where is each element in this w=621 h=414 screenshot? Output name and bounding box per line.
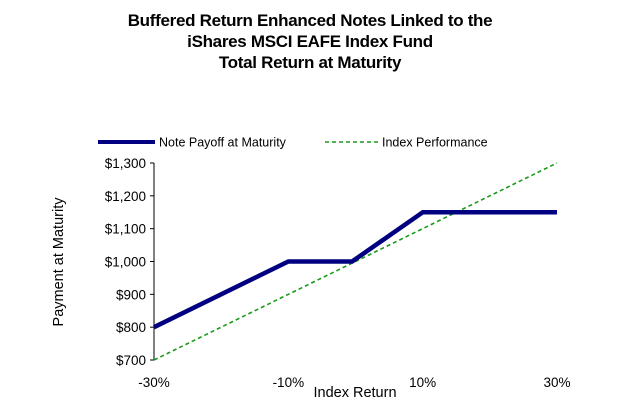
y-axis-label: Payment at Maturity	[51, 197, 67, 327]
chart-title-line-1: Buffered Return Enhanced Notes Linked to…	[127, 11, 493, 30]
y-tick-label: $900	[116, 287, 146, 302]
chart-title-line-2: iShares MSCI EAFE Index Fund	[187, 32, 433, 51]
series-line-note-payoff	[153, 210, 557, 330]
x-tick-label: 30%	[543, 375, 570, 390]
x-tick-label: -30%	[138, 375, 170, 390]
y-tick-label: $1,100	[105, 222, 146, 237]
y-tick-label: $800	[116, 320, 146, 335]
chart-title-line-3: Total Return at Maturity	[218, 53, 402, 72]
y-tick-label: $1,000	[105, 255, 146, 270]
series-group	[153, 162, 558, 361]
x-axis-label: Index Return	[313, 385, 396, 401]
legend: Note Payoff at Maturity Index Performanc…	[98, 136, 488, 150]
y-tick-label: $700	[116, 353, 146, 368]
y-tick-label: $1,200	[105, 189, 146, 204]
x-tick-label: 10%	[409, 375, 436, 390]
x-tick-label: -10%	[273, 375, 305, 390]
legend-label-note-payoff: Note Payoff at Maturity	[159, 136, 287, 150]
chart-title: Buffered Return Enhanced Notes Linked to…	[110, 10, 510, 73]
axes: $700 $800 $900 $1,000 $1,100 $1,200 $1,300 -30%…	[105, 156, 571, 390]
y-tick-label: $1,300	[105, 156, 146, 171]
legend-label-index-performance: Index Performance	[382, 136, 488, 150]
